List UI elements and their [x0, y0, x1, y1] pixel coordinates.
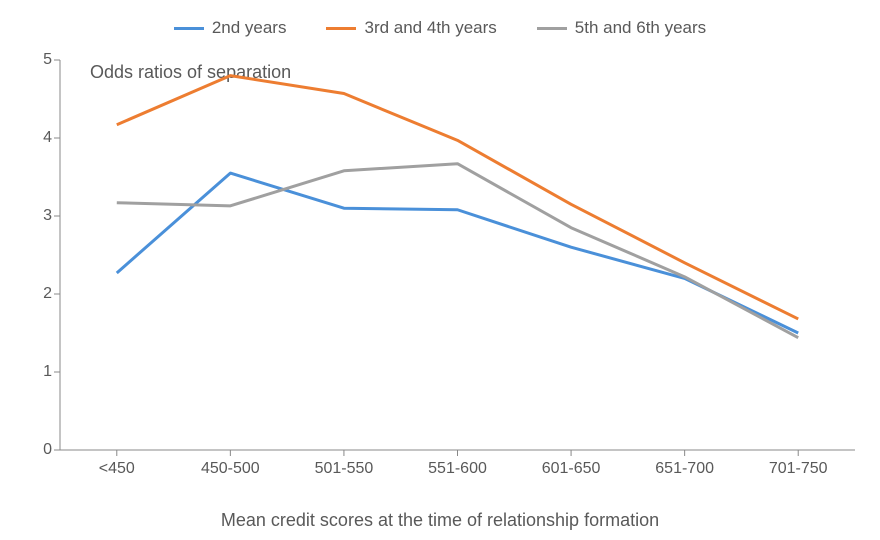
- series-line: [117, 173, 798, 333]
- y-tick-label: 2: [22, 285, 52, 303]
- series-line: [117, 164, 798, 338]
- plot-area: [60, 60, 855, 450]
- y-tick-label: 0: [22, 441, 52, 459]
- x-tick-label: 450-500: [201, 460, 260, 478]
- x-axis-title: Mean credit scores at the time of relati…: [0, 510, 880, 531]
- x-tick-label: <450: [99, 460, 135, 478]
- legend-item: 5th and 6th years: [537, 18, 706, 38]
- legend-swatch: [326, 27, 356, 30]
- legend-item: 2nd years: [174, 18, 287, 38]
- y-tick-label: 4: [22, 129, 52, 147]
- legend-swatch: [537, 27, 567, 30]
- x-tick-label: 601-650: [542, 460, 601, 478]
- legend-item: 3rd and 4th years: [326, 18, 496, 38]
- x-tick-label: 701-750: [769, 460, 828, 478]
- legend-label: 3rd and 4th years: [364, 18, 496, 38]
- x-tick-label: 651-700: [655, 460, 714, 478]
- x-tick-label: 551-600: [428, 460, 487, 478]
- legend-label: 2nd years: [212, 18, 287, 38]
- legend-swatch: [174, 27, 204, 30]
- x-tick-label: 501-550: [315, 460, 374, 478]
- y-tick-label: 5: [22, 51, 52, 69]
- chart-container: 2nd years 3rd and 4th years 5th and 6th …: [0, 0, 880, 540]
- legend-label: 5th and 6th years: [575, 18, 706, 38]
- legend: 2nd years 3rd and 4th years 5th and 6th …: [0, 18, 880, 38]
- y-tick-label: 3: [22, 207, 52, 225]
- y-tick-label: 1: [22, 363, 52, 381]
